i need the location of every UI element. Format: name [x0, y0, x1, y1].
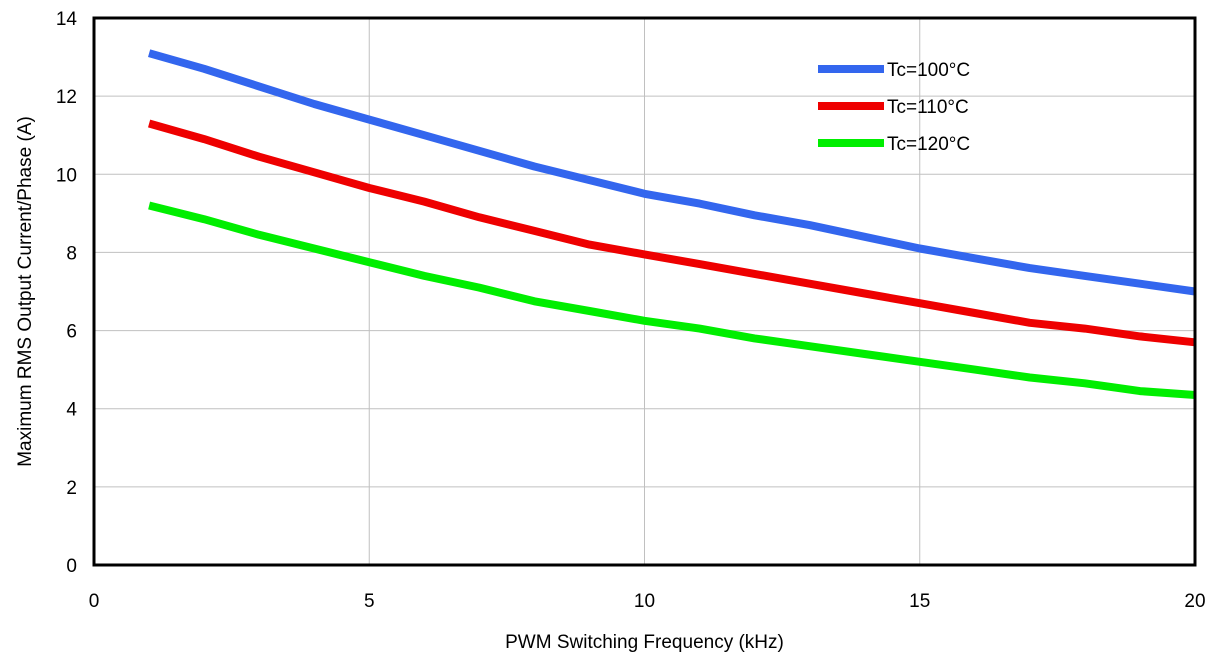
- legend-label-3: Tc=120°C: [887, 134, 970, 155]
- grid-lines: [94, 18, 1195, 565]
- y-tick-label: 0: [66, 556, 77, 577]
- x-tick-label: 0: [89, 591, 100, 612]
- y-axis-label: Maximum RMS Output Current/Phase (A): [15, 116, 36, 467]
- series-line-3: [148, 201, 1196, 399]
- x-tick-label: 20: [1184, 591, 1205, 612]
- y-tick-label: 4: [66, 400, 77, 421]
- y-tick-label: 12: [56, 87, 77, 108]
- series-line-2: [148, 119, 1196, 347]
- legend-label-2: Tc=110°C: [887, 97, 969, 118]
- y-tick-labels: 0 2 4 6 8 10 12 14: [56, 9, 78, 577]
- y-tick-label: 2: [66, 478, 77, 499]
- legend: Tc=100°C Tc=110°C Tc=120°C: [818, 60, 970, 155]
- x-axis-label: PWM Switching Frequency (kHz): [505, 632, 784, 653]
- y-tick-label: 10: [56, 165, 77, 186]
- series-lines: [148, 49, 1196, 399]
- y-tick-label: 6: [66, 322, 77, 343]
- x-tick-label: 5: [364, 591, 375, 612]
- x-tick-label: 10: [634, 591, 655, 612]
- y-tick-label: 14: [56, 9, 78, 30]
- legend-label-1: Tc=100°C: [887, 60, 970, 81]
- series-line-1: [148, 49, 1196, 296]
- x-tick-labels: 0 5 10 15 20: [89, 591, 1206, 612]
- y-tick-label: 8: [66, 243, 77, 264]
- plot-area-frame: [92, 16, 1197, 567]
- x-tick-label: 15: [909, 591, 930, 612]
